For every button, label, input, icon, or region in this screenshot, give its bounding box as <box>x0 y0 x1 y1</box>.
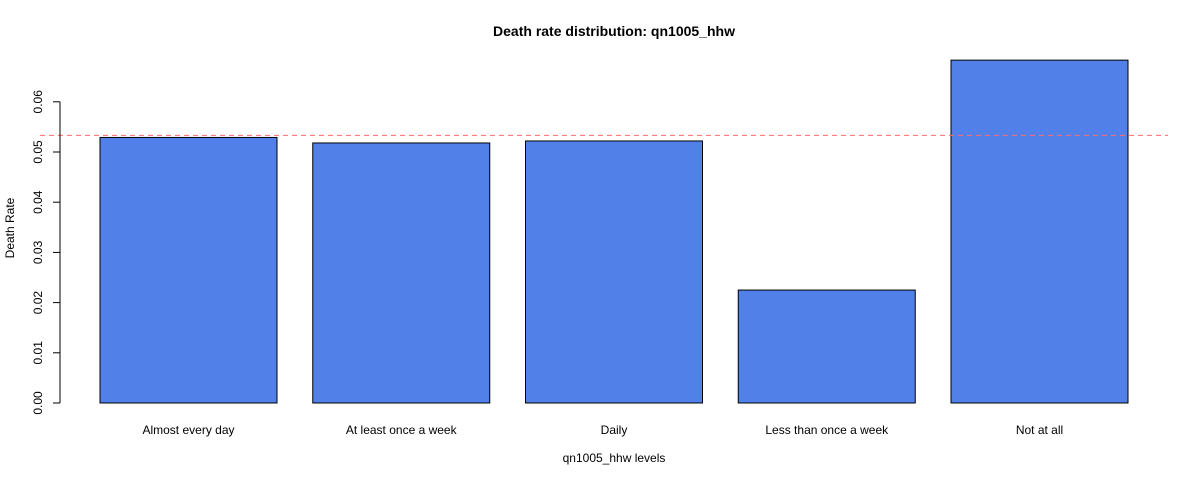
x-tick-label: At least once a week <box>346 423 458 437</box>
x-axis-label: qn1005_hhw levels <box>563 451 666 465</box>
y-axis-label: Death Rate <box>3 197 17 258</box>
y-tick-label: 0.04 <box>31 190 45 214</box>
y-axis: 0.00 0.01 0.02 0.03 0.04 0.05 0.06 <box>31 90 61 415</box>
y-tick-label: 0.02 <box>31 291 45 315</box>
x-tick-labels: Almost every day At least once a week Dail… <box>142 423 1063 437</box>
y-tick-label: 0.01 <box>31 341 45 365</box>
bar-1 <box>312 142 491 404</box>
x-tick-label: Not at all <box>1016 423 1063 437</box>
x-tick-label: Almost every day <box>142 423 234 437</box>
y-tick-label: 0.05 <box>31 140 45 164</box>
bar-4 <box>950 59 1129 404</box>
y-tick-label: 0.00 <box>31 391 45 415</box>
bar-2 <box>525 140 703 404</box>
y-tick-label: 0.03 <box>31 240 45 264</box>
chart-title: Death rate distribution: qn1005_hhw <box>493 23 735 39</box>
bars-group <box>99 59 1129 404</box>
y-tick-label: 0.06 <box>31 90 45 114</box>
x-tick-label: Less than once a week <box>765 423 889 437</box>
x-tick-label: Daily <box>601 423 628 437</box>
bar-3 <box>737 289 916 404</box>
bar-0 <box>99 136 278 404</box>
